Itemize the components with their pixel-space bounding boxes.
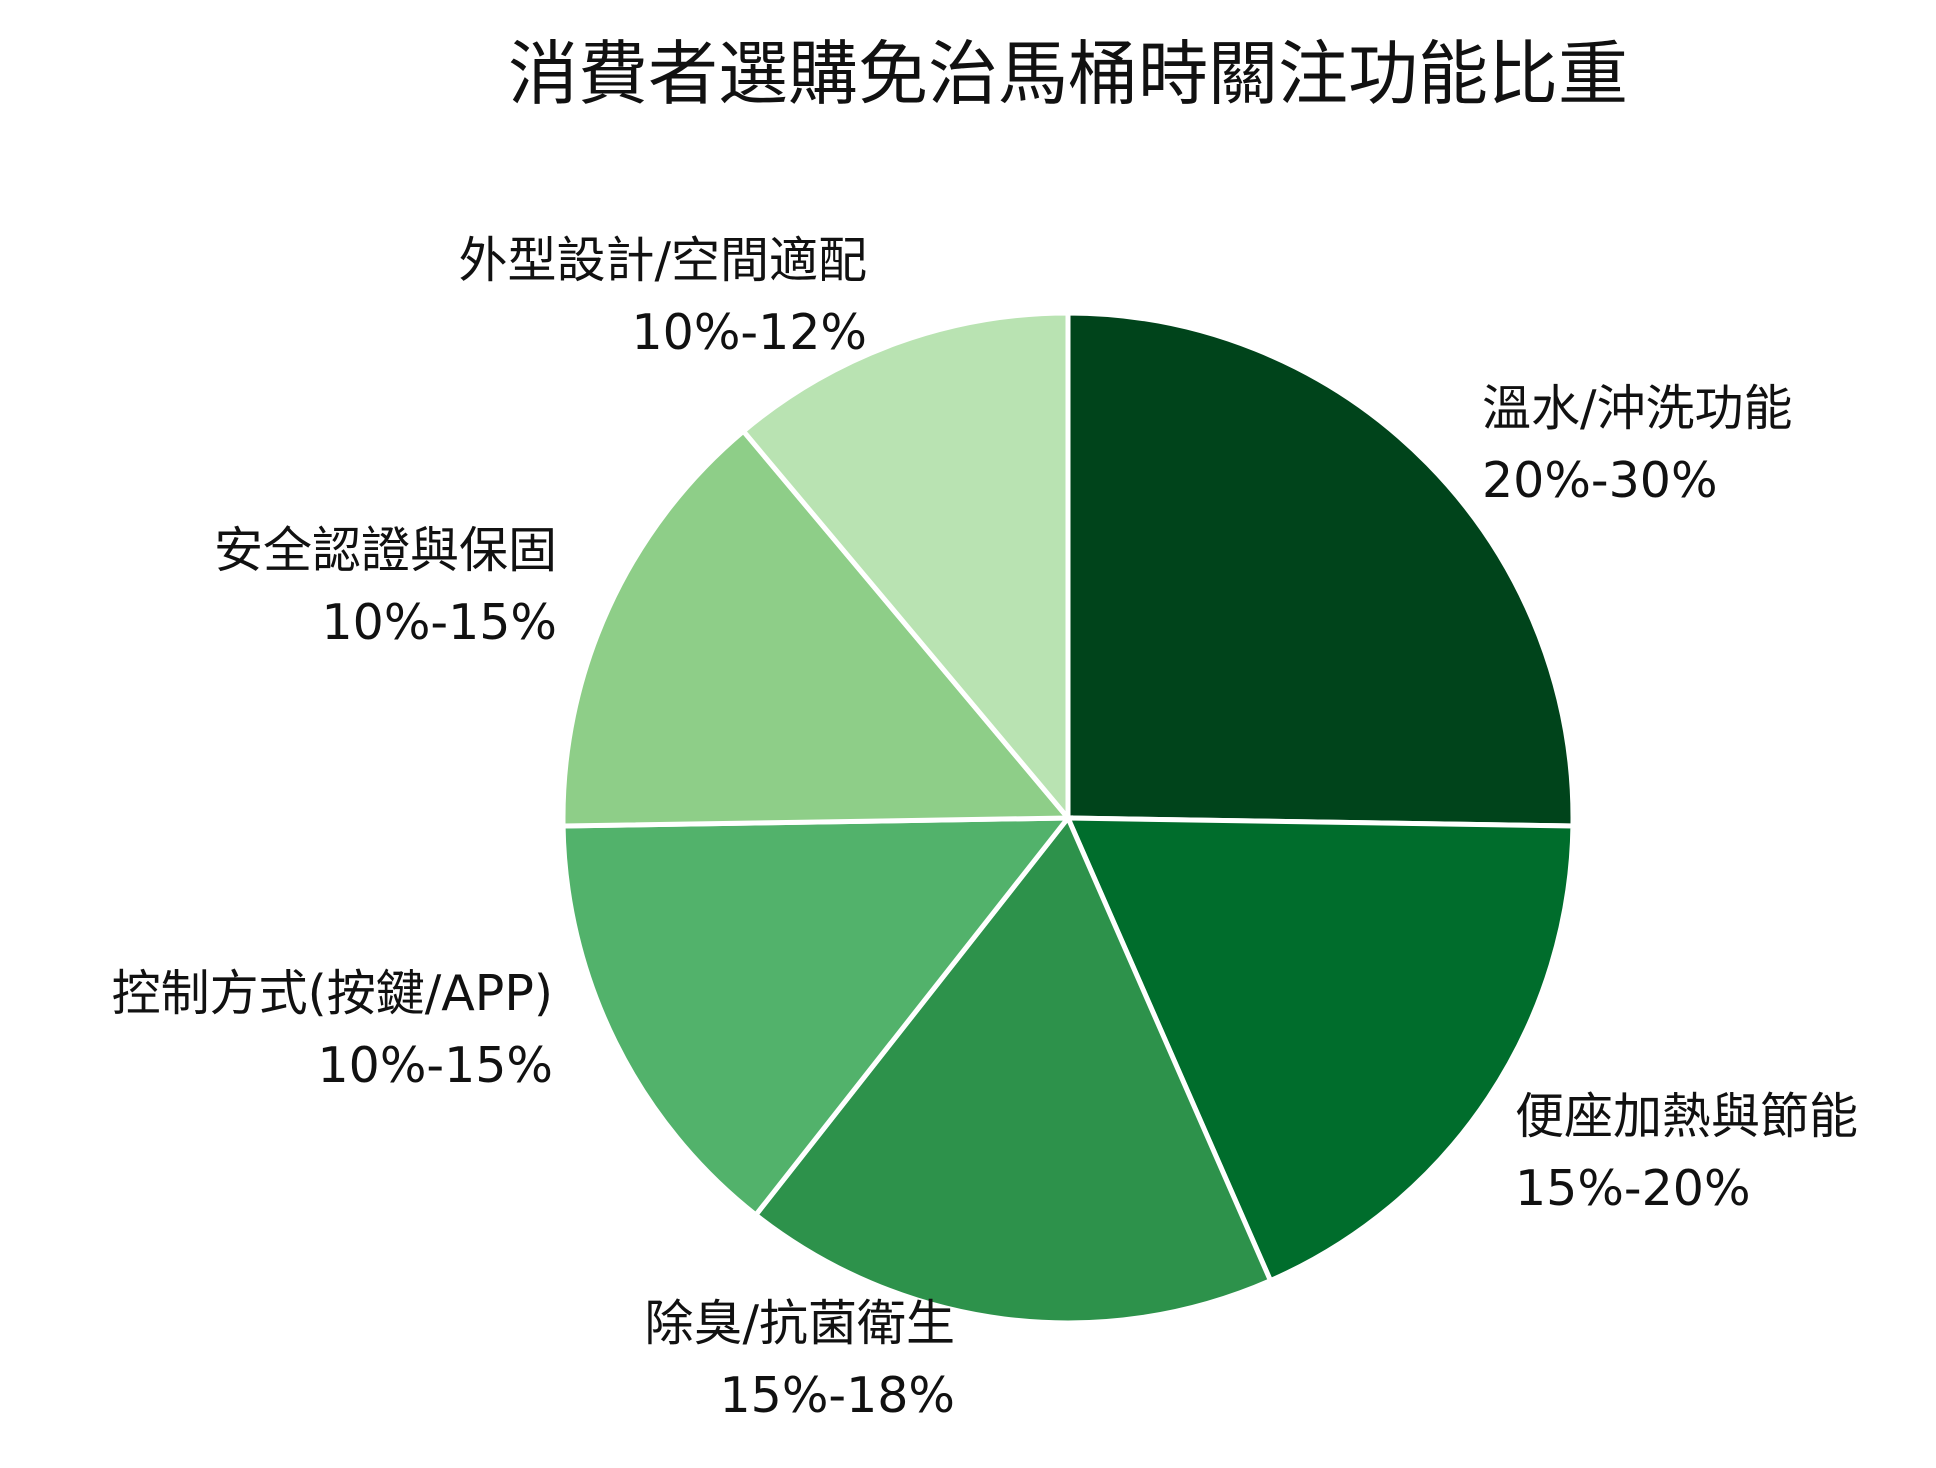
pie-slice — [1065, 310, 1576, 829]
pie-slice — [560, 815, 1074, 1219]
slice-label-range: 10%-15% — [321, 594, 557, 651]
slice-label-range: 10%-15% — [317, 1037, 553, 1094]
pie-slices — [560, 310, 1576, 1326]
slice-label-name: 安全認證與保固 — [214, 522, 557, 579]
pie-slice — [752, 813, 1274, 1326]
slice-label-name: 便座加熱與節能 — [1515, 1088, 1858, 1145]
slice-label-range: 20%-30% — [1482, 452, 1718, 509]
slice-label-range: 15%-18% — [719, 1367, 955, 1424]
pie-slice — [739, 310, 1071, 825]
pie-labels: 溫水/沖洗功能 20%-30% 便座加熱與節能 15%-20% 除臭/抗菌衛生 15%-1… — [112, 232, 1858, 1424]
slice-label-name: 外型設計/空間適配 — [458, 232, 867, 289]
pie-slice — [560, 427, 1074, 829]
slice-label-name: 溫水/沖洗功能 — [1482, 380, 1793, 437]
slice-label-range: 10%-12% — [631, 304, 867, 361]
slice-label-name: 除臭/抗菌衛生 — [644, 1295, 955, 1352]
chart-title: 消費者選購免治馬桶時關注功能比重 — [508, 33, 1628, 115]
slice-label-name: 控制方式(按鍵/APP) — [112, 965, 553, 1022]
pie-slice — [1064, 815, 1576, 1284]
slice-label-range: 15%-20% — [1515, 1160, 1751, 1217]
